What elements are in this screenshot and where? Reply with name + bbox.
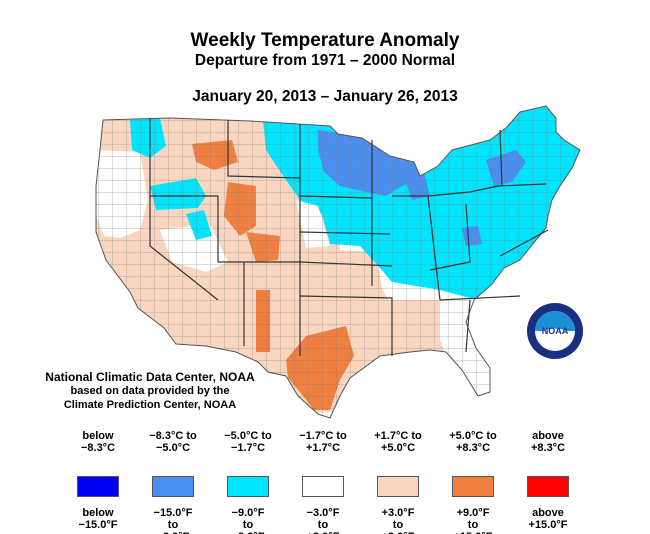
legend-fahrenheit-label: −3.0°F to +3.0°F — [306, 507, 340, 534]
legend-item: −1.7°C to +1.7°C −3.0°F to +3.0°F — [275, 430, 371, 534]
state-line — [299, 261, 393, 267]
state-line — [299, 195, 373, 199]
legend-celsius-label: +1.7°C to +5.0°C — [374, 430, 422, 454]
date-range: January 20, 2013 – January 26, 2013 — [192, 88, 458, 105]
legend-celsius-label: above +8.3°C — [530, 430, 566, 454]
source-credit: National Climatic Data Center, NOAA base… — [40, 370, 260, 412]
legend-fahrenheit-label: +3.0°F to +9.0°F — [381, 507, 415, 534]
legend-item: below −8.3°C below −15.0°F — [50, 430, 146, 531]
legend-celsius-label: −1.7°C to +1.7°C — [299, 430, 347, 454]
us-outline — [95, 105, 581, 419]
state-line — [499, 229, 549, 257]
noaa-logo: NOAA — [527, 303, 583, 359]
source-line-3: Climate Prediction Center, NOAA — [63, 399, 237, 411]
state-line — [439, 295, 521, 301]
state-line — [427, 183, 547, 197]
legend-swatch — [452, 476, 494, 497]
legend-swatch — [377, 476, 419, 497]
state-line — [299, 295, 393, 356]
legend-fahrenheit-label: −15.0°F to −9.0°F — [153, 507, 193, 534]
legend-celsius-label: below −8.3°C — [80, 430, 116, 454]
legend-celsius-label: −5.0°C to −1.7°C — [224, 430, 272, 454]
state-line — [299, 231, 391, 235]
source-line-1: National Climatic Data Center, NOAA — [45, 370, 255, 384]
legend-swatch — [527, 476, 569, 497]
state-line — [429, 203, 471, 271]
state-boundaries — [149, 118, 549, 356]
state-line — [149, 196, 219, 301]
legend-swatch — [77, 476, 119, 497]
legend-fahrenheit-label: −9.0°F to −3.0°F — [231, 507, 265, 534]
legend-item: −8.3°C to −5.0°C −15.0°F to −9.0°F — [125, 430, 221, 534]
legend-item: +1.7°C to +5.0°C +3.0°F to +9.0°F — [350, 430, 446, 534]
legend-swatch — [227, 476, 269, 497]
legend-fahrenheit-label: above +15.0°F — [528, 507, 568, 531]
legend-celsius-label: +5.0°C to +8.3°C — [449, 430, 497, 454]
state-line — [227, 120, 301, 179]
legend-celsius-label: −8.3°C to −5.0°C — [149, 430, 197, 454]
legend-fahrenheit-label: +9.0°F to +15.0°F — [454, 507, 493, 534]
source-line-2: based on data provided by the — [70, 385, 230, 397]
map-title: Weekly Temperature Anomaly — [190, 30, 460, 51]
state-line — [217, 196, 300, 263]
map-subtitle: Departure from 1971 – 2000 Normal — [194, 52, 456, 69]
legend-swatch — [152, 476, 194, 497]
legend-item: above +8.3°C above +15.0°F — [500, 430, 596, 531]
state-line — [499, 129, 503, 187]
legend-fahrenheit-label: below −15.0°F — [78, 507, 118, 531]
legend-item: +5.0°C to +8.3°C +9.0°F to +15.0°F — [425, 430, 521, 534]
noaa-logo-text: NOAA — [542, 326, 569, 336]
legend-item: −5.0°C to −1.7°C −9.0°F to −3.0°F — [200, 430, 296, 534]
legend-swatch — [302, 476, 344, 497]
state-line — [465, 299, 471, 353]
